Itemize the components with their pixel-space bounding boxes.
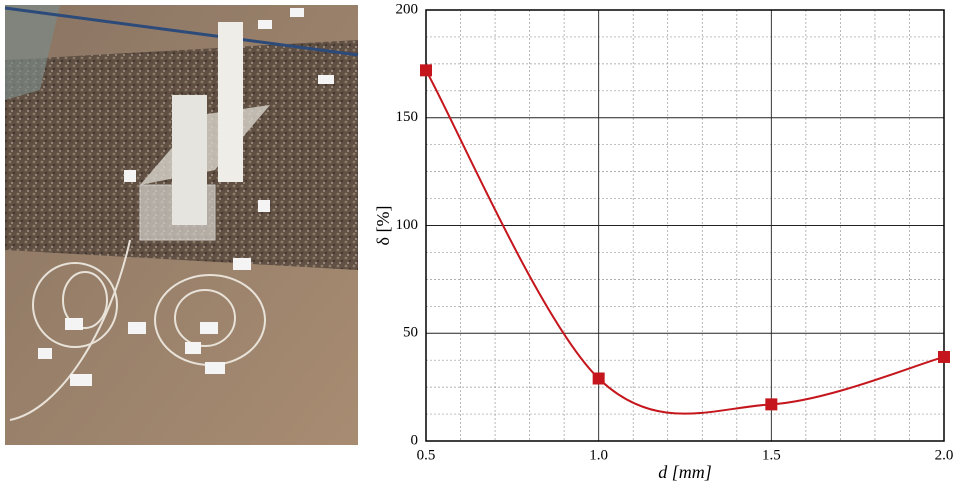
marker [420,64,432,77]
y-tick-label: 200 [396,1,419,17]
chart: 0.5 1.0 1.5 2.0 0 50 100 150 200 [396,1,954,463]
marker [592,372,605,385]
x-axis-label: d [mm] [658,462,712,482]
x-tick-label: 1.0 [589,447,608,463]
y-tick-label: 150 [396,109,419,125]
x-tick-label: 1.5 [762,447,781,463]
marker [765,398,778,411]
x-tick-label: 2.0 [935,447,954,463]
plot-frame [425,9,945,442]
photo [4,5,359,445]
y-tick-label: 50 [403,325,418,341]
marker [938,350,950,363]
line [425,69,945,415]
y-axis-label: δ [%] [373,206,393,246]
y-tick-label: 0 [411,432,419,448]
y-tick-label: 100 [396,217,419,233]
x-tick-label: 0.5 [417,447,436,463]
